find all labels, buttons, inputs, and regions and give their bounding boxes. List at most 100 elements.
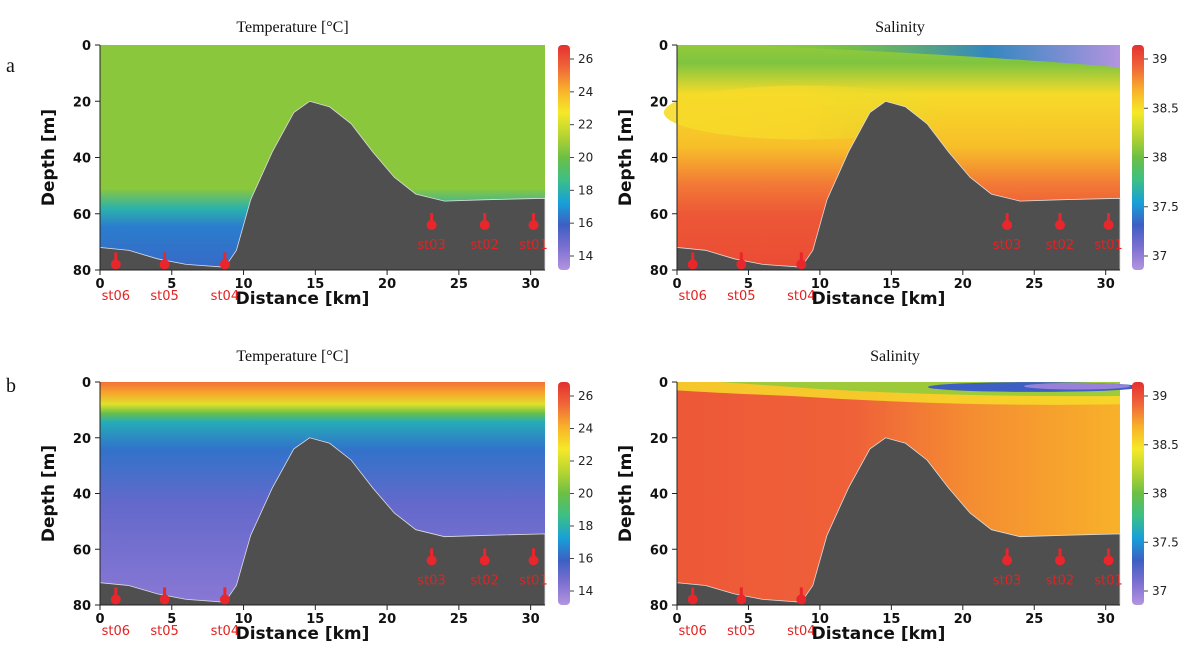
y-tick-label: 80 <box>650 599 668 614</box>
y-axis-label: Depth [m] <box>39 445 59 542</box>
colorbar-tick-label: 24 <box>578 85 593 99</box>
panel-a-salinity: Salinity st06 st05 st04 st03 st02 st01 0 20 40 60 8… <box>616 14 1179 309</box>
station-marker <box>796 259 807 270</box>
station-marker <box>110 594 121 605</box>
station-marker <box>528 555 539 566</box>
station-st01: st01 <box>1094 548 1123 588</box>
colorbar-tick-label: 18 <box>578 519 593 533</box>
colorbar-tick-label: 14 <box>578 249 593 263</box>
station-label: st05 <box>150 289 178 304</box>
colorbar-tick-label: 16 <box>578 552 593 566</box>
panel-a-temperature: Temperature [°C] st06 st05 st04 st03 st02 st01… <box>39 14 593 309</box>
colorbar-tick-label: 20 <box>578 151 593 165</box>
y-tick-label: 20 <box>73 95 91 110</box>
station-marker <box>736 594 747 605</box>
y-tick-label: 20 <box>650 432 668 447</box>
station-label: st02 <box>1046 573 1074 588</box>
station-marker <box>1054 220 1065 230</box>
x-axis-label: Distance [km] <box>812 289 946 309</box>
y-axis-label: Depth [m] <box>616 109 636 206</box>
colorbar-tick-label: 18 <box>578 183 593 197</box>
panel-title: Temperature [°C] <box>236 19 348 36</box>
station-st03: st03 <box>417 548 446 588</box>
station-label: st06 <box>679 289 707 304</box>
station-label: st02 <box>470 573 498 588</box>
station-marker <box>528 220 539 230</box>
panel-title: Salinity <box>870 348 920 365</box>
colorbar-tick-label: 38.5 <box>1152 438 1179 452</box>
title-box <box>835 343 955 369</box>
station-label: st02 <box>1046 238 1074 253</box>
x-tick-label: 0 <box>95 612 104 627</box>
station-label: st03 <box>993 238 1021 253</box>
x-tick-label: 5 <box>167 612 176 627</box>
station-st02: st02 <box>470 548 499 588</box>
station-label: st01 <box>1094 238 1122 253</box>
x-tick-label: 10 <box>235 612 253 627</box>
y-axis-label: Depth [m] <box>616 445 636 542</box>
station-marker <box>1103 555 1114 566</box>
y-tick-label: 0 <box>82 39 91 54</box>
station-marker <box>687 594 698 605</box>
panel-b-temperature: Temperature [°C] st06 st05 st04 st03 st02 st01… <box>39 343 593 644</box>
station-st01: st01 <box>519 213 548 253</box>
station-marker <box>687 259 698 270</box>
station-label: st03 <box>417 238 445 253</box>
y-tick-label: 20 <box>650 95 668 110</box>
colorbar-tick-label: 26 <box>578 389 593 403</box>
y-tick-label: 40 <box>650 488 668 503</box>
y-tick-label: 60 <box>73 208 91 223</box>
surface-layer <box>677 45 1120 68</box>
station-st02: st02 <box>470 213 499 253</box>
station-marker <box>219 259 230 270</box>
station-label: st03 <box>417 573 445 588</box>
x-tick-label: 15 <box>882 277 900 292</box>
x-tick-label: 10 <box>235 277 253 292</box>
station-st06: st06 <box>679 252 707 304</box>
colorbar-tick-label: 22 <box>578 454 593 468</box>
station-st03: st03 <box>993 548 1021 588</box>
x-tick-label: 25 <box>450 612 468 627</box>
station-label: st01 <box>519 238 547 253</box>
colorbar-tick-label: 39 <box>1152 52 1167 66</box>
y-tick-label: 60 <box>650 208 668 223</box>
station-marker <box>1002 555 1013 566</box>
colorbar-tick-label: 39 <box>1152 389 1167 403</box>
y-tick-label: 80 <box>73 264 91 279</box>
station-st04: st04 <box>787 252 816 304</box>
y-tick-label: 0 <box>82 376 91 391</box>
station-marker <box>736 259 747 270</box>
station-st01: st01 <box>519 548 548 588</box>
colorbar-tick-label: 26 <box>578 52 593 66</box>
panels: Temperature [°C] st06 st05 st04 st03 st02 st01… <box>39 14 1179 644</box>
station-label: st06 <box>679 624 707 639</box>
colorbar <box>558 382 570 605</box>
station-marker <box>426 220 437 230</box>
station-label: st05 <box>727 289 755 304</box>
colorbar <box>558 45 570 270</box>
station-marker <box>479 220 490 230</box>
station-marker <box>479 555 490 566</box>
station-marker <box>110 259 121 270</box>
y-tick-label: 80 <box>650 264 668 279</box>
y-tick-label: 40 <box>73 488 91 503</box>
x-tick-label: 20 <box>954 277 972 292</box>
colorbar <box>1132 45 1144 270</box>
x-tick-label: 25 <box>1025 277 1043 292</box>
colorbar-tick-label: 16 <box>578 216 593 230</box>
station-marker <box>426 555 437 566</box>
row-label-b: b <box>6 375 16 397</box>
x-tick-label: 30 <box>522 277 540 292</box>
station-marker <box>1054 555 1065 566</box>
title-box <box>225 14 360 40</box>
station-st03: st03 <box>993 213 1021 253</box>
station-label: st04 <box>211 624 239 639</box>
station-st06: st06 <box>679 587 707 639</box>
x-tick-label: 5 <box>744 277 753 292</box>
y-tick-label: 20 <box>73 432 91 447</box>
x-tick-label: 15 <box>306 277 324 292</box>
station-st04: st04 <box>211 252 239 304</box>
x-tick-label: 25 <box>1025 612 1043 627</box>
station-label: st04 <box>211 289 239 304</box>
